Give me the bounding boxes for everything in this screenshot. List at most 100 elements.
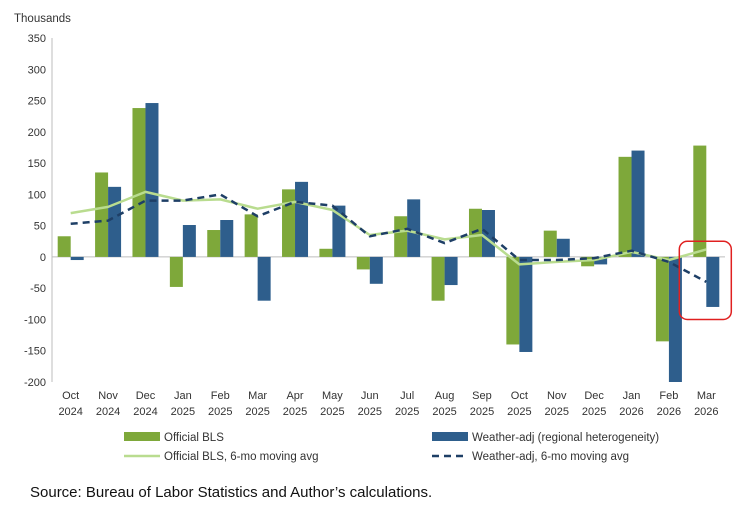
x-tick-month: Jan <box>174 390 192 402</box>
legend-label: Weather-adj, 6-mo moving avg <box>472 451 629 463</box>
y-tick-label: 150 <box>28 158 46 170</box>
x-tick-year: 2024 <box>58 406 82 418</box>
bar-official-bls <box>207 230 221 257</box>
bar-official-bls <box>581 256 595 267</box>
x-tick-year: 2025 <box>283 406 307 418</box>
x-tick-year: 2024 <box>133 406 157 418</box>
x-tick-year: 2025 <box>208 406 232 418</box>
x-tick-year: 2025 <box>507 406 531 418</box>
legend-swatch <box>432 432 468 441</box>
line-weather-adj-avg <box>70 193 707 284</box>
bar-weather-adj <box>295 181 309 257</box>
y-tick-label: 100 <box>28 189 46 201</box>
bar-weather-adj <box>332 205 346 257</box>
x-tick-year: 2026 <box>619 406 643 418</box>
y-tick-label: -100 <box>24 314 46 326</box>
bar-weather-adj <box>182 225 196 257</box>
bar-official-bls <box>356 256 370 270</box>
bar-official-bls <box>319 248 333 257</box>
legend-label: Weather-adj (regional heterogeneity) <box>472 432 659 444</box>
x-tick-month: Apr <box>286 390 303 402</box>
y-tick-label: 350 <box>28 33 46 45</box>
x-tick-year: 2025 <box>395 406 419 418</box>
y-tick-label: 250 <box>28 96 46 108</box>
bar-weather-adj <box>444 256 458 286</box>
y-tick-label: 0 <box>40 252 46 264</box>
y-tick-label: 50 <box>34 221 46 233</box>
bar-official-bls <box>431 256 445 301</box>
x-tick-labels: Oct 2024 Nov 2024 Dec 2024 Jan 2025 Feb 2025 Mar 20… <box>58 390 718 418</box>
x-tick-year: 2025 <box>582 406 606 418</box>
chart: Thousands -200 -150 -100 -50 0 50 100 150 200 250… <box>14 13 733 463</box>
y-tick-label: -50 <box>30 283 46 295</box>
x-tick-year: 2026 <box>694 406 718 418</box>
bar-official-bls <box>95 172 109 257</box>
legend-swatch <box>124 432 160 441</box>
bar-official-bls <box>394 216 408 257</box>
bar-official-bls <box>543 230 557 257</box>
highlight-rect <box>678 240 733 321</box>
y-tick-label: 300 <box>28 64 46 76</box>
x-tick-month: Oct <box>511 390 528 402</box>
bar-official-bls <box>655 256 669 342</box>
x-tick-month: Feb <box>659 390 678 402</box>
y-tick-label: -200 <box>24 377 46 389</box>
bar-weather-adj <box>108 186 122 257</box>
x-tick-month: Mar <box>697 390 716 402</box>
x-tick-year: 2025 <box>358 406 382 418</box>
x-tick-year: 2025 <box>432 406 456 418</box>
bar-weather-adj <box>369 256 383 284</box>
y-tick-label: -150 <box>24 346 46 358</box>
x-tick-year: 2025 <box>245 406 269 418</box>
x-tick-month: Dec <box>584 390 604 402</box>
moving-average-lines <box>70 190 707 284</box>
x-tick-year: 2025 <box>470 406 494 418</box>
bar-weather-adj <box>70 256 84 261</box>
x-tick-year: 2025 <box>545 406 569 418</box>
x-tick-month: Aug <box>435 390 455 402</box>
bar-official-bls <box>468 208 482 257</box>
bar-weather-adj <box>594 256 608 265</box>
x-tick-year: 2025 <box>171 406 195 418</box>
bar-official-bls <box>169 256 183 287</box>
bar-official-bls <box>132 108 146 257</box>
bar-weather-adj <box>556 238 570 257</box>
bar-weather-adj <box>257 256 271 301</box>
bar-weather-adj <box>706 256 720 307</box>
source-note: Source: Bureau of Labor Statistics and A… <box>30 484 433 501</box>
x-tick-month: Dec <box>136 390 156 402</box>
x-tick-year: 2025 <box>320 406 344 418</box>
legend-label: Official BLS <box>164 432 224 444</box>
x-tick-month: Jul <box>400 390 414 402</box>
bar-official-bls <box>244 214 258 257</box>
x-tick-month: Nov <box>547 390 567 402</box>
bars <box>57 103 720 382</box>
bar-weather-adj <box>220 220 234 257</box>
x-tick-month: Mar <box>248 390 267 402</box>
y-tick-label: 200 <box>28 127 46 139</box>
bar-weather-adj <box>519 256 533 352</box>
line-official-bls-avg <box>70 190 707 266</box>
x-tick-year: 2026 <box>657 406 681 418</box>
x-tick-month: Sep <box>472 390 492 402</box>
bar-official-bls <box>282 189 296 257</box>
bar-official-bls <box>693 145 707 257</box>
bar-weather-adj <box>145 103 159 257</box>
x-tick-year: 2024 <box>96 406 120 418</box>
x-tick-month: Feb <box>211 390 230 402</box>
highlight-box <box>678 240 733 321</box>
bar-official-bls <box>506 256 520 345</box>
y-axis-unit: Thousands <box>14 13 71 25</box>
x-tick-month: Oct <box>62 390 79 402</box>
bar-official-bls <box>618 156 632 257</box>
bar-weather-adj <box>631 150 645 257</box>
bar-weather-adj <box>407 199 421 257</box>
x-tick-month: Jan <box>623 390 641 402</box>
legend: Official BLS Weather-adj (regional hetero… <box>124 432 659 463</box>
y-tick-labels: -200 -150 -100 -50 0 50 100 150 200 250 300 350 <box>24 33 46 389</box>
x-tick-month: May <box>322 390 343 402</box>
legend-label: Official BLS, 6-mo moving avg <box>164 451 318 463</box>
x-tick-month: Nov <box>98 390 118 402</box>
bar-official-bls <box>57 236 71 257</box>
x-tick-month: Jun <box>361 390 379 402</box>
